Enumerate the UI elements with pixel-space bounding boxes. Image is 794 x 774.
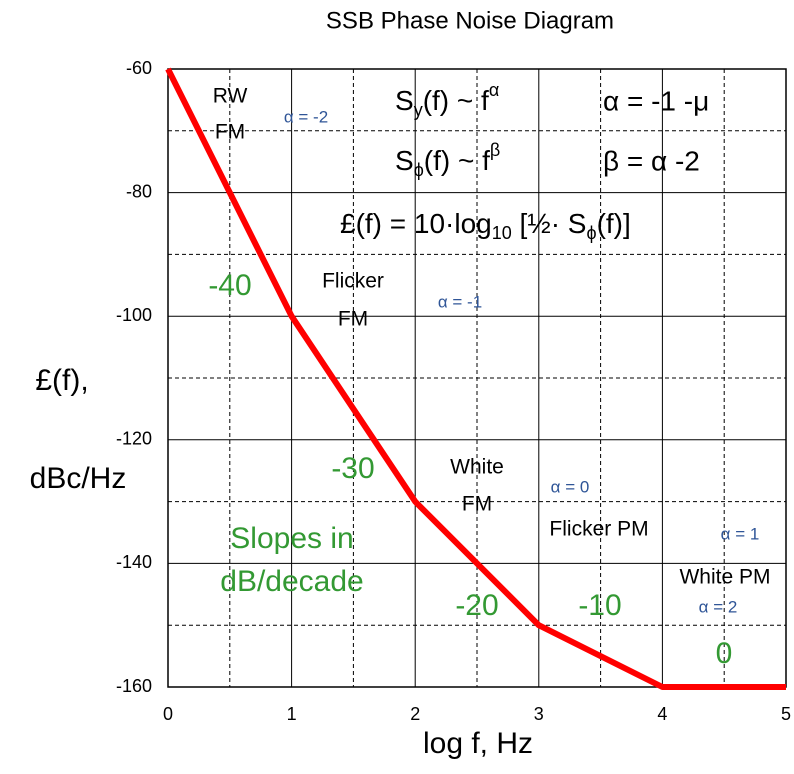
noise-label: FM: [215, 121, 245, 144]
x-tick-label: 4: [657, 704, 667, 724]
slope-label: -40: [208, 269, 251, 302]
noise-label: Flicker: [322, 270, 384, 293]
formula: β = α -2: [603, 145, 700, 176]
alpha-label: α = 0: [551, 477, 590, 496]
slope-label: -10: [578, 589, 621, 622]
formula: Sϕ(f) ~ fβ: [395, 140, 500, 180]
y-tick-label: -160: [116, 676, 152, 696]
noise-label: RW: [213, 85, 248, 108]
formula: £(f) = 10·log10 [½· Sϕ(f)]: [340, 208, 631, 242]
y-tick-label: -100: [116, 305, 152, 325]
x-axis-label: log f, Hz: [423, 727, 533, 760]
x-tick-label: 0: [163, 704, 173, 724]
slope-label: -30: [331, 452, 374, 485]
slope-label: -20: [455, 589, 498, 622]
chart-title: SSB Phase Noise Diagram: [326, 7, 614, 34]
alpha-label: α = -1: [438, 292, 482, 311]
x-tick-label: 2: [410, 704, 420, 724]
alpha-label: α = 2: [699, 597, 738, 616]
noise-label: White: [450, 456, 504, 479]
plot-frame: [167, 68, 787, 688]
y-tick-label: -80: [126, 181, 152, 201]
alpha-label: α = -2: [284, 107, 328, 126]
slope-note: dB/decade: [220, 565, 363, 598]
data-line: [165, 67, 786, 690]
y-tick-label: -140: [116, 552, 152, 572]
noise-label: Flicker PM: [549, 518, 648, 541]
y-tick-label: -120: [116, 429, 152, 449]
alpha-label: α = 1: [721, 524, 760, 543]
y-axis-label: dBc/Hz: [30, 462, 127, 495]
slope-label: 0: [716, 637, 733, 670]
formula: Sy(f) ~ fα: [395, 80, 499, 120]
noise-label: FM: [338, 308, 368, 331]
noise-label: White PM: [679, 566, 770, 589]
formula: α = -1 -μ: [603, 85, 709, 116]
x-tick-label: 1: [287, 704, 297, 724]
slope-note: Slopes in: [230, 522, 353, 555]
x-tick-label: 3: [534, 704, 544, 724]
y-tick-label: -60: [126, 58, 152, 78]
noise-label: FM: [462, 493, 492, 516]
x-tick-label: 5: [781, 704, 791, 724]
y-axis-label: £(f),: [35, 364, 88, 397]
